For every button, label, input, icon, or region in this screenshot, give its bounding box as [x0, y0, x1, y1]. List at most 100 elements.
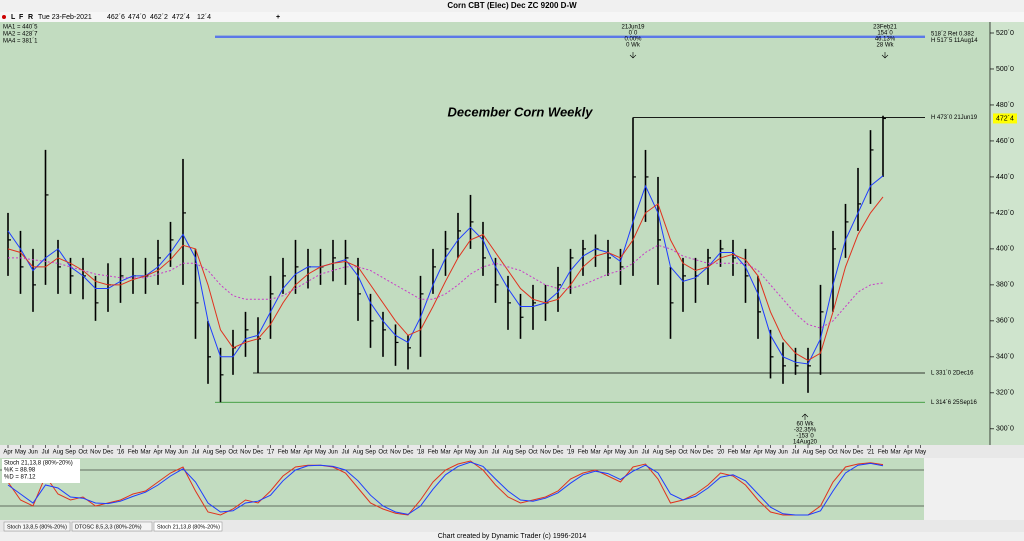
x-tick-label: Oct: [378, 450, 388, 456]
x-tick-label: May: [15, 450, 26, 456]
x-axis-strip: [0, 445, 1024, 458]
ma-line: [7, 175, 884, 365]
x-tick-label: Aug: [653, 450, 664, 456]
x-tick-label: Oct: [228, 450, 238, 456]
x-tick-label: Aug: [53, 450, 64, 456]
x-tick-label: '21: [867, 450, 875, 456]
note-text: -32.35%: [794, 428, 817, 434]
x-tick-label: Oct: [528, 450, 538, 456]
info-low: 462´2: [150, 14, 168, 21]
info-date: Tue 23-Feb-2021: [38, 14, 92, 21]
stoch-line: [7, 461, 884, 516]
last-price-tag: [993, 113, 1017, 124]
x-tick-label: Feb: [728, 450, 739, 456]
x-tick-label: Dec: [103, 450, 114, 456]
stoch-legend-title: Stoch 21,13,8 (80%-20%): [4, 461, 73, 467]
note-text: 0´0: [629, 31, 638, 37]
x-tick-label: Feb: [578, 450, 589, 456]
tab[interactable]: [71, 521, 153, 532]
footer: Chart created by Dynamic Trader (c) 1996…: [438, 533, 587, 540]
note-text: 23Feb21: [873, 25, 897, 31]
x-tick-label: Sep: [515, 450, 526, 456]
legend-entry: MA1 = 440´5: [3, 25, 38, 31]
y-tick-label: 360´0: [996, 318, 1014, 325]
tab-label[interactable]: DTOSC 8,5,3,3 (80%-20%): [75, 524, 142, 530]
x-tick-label: Oct: [78, 450, 88, 456]
toolbar-dot[interactable]: [2, 15, 6, 19]
x-tick-label: Oct: [828, 450, 838, 456]
note-text: -153´0: [796, 434, 814, 440]
toolbar-button[interactable]: L: [11, 14, 16, 21]
x-tick-label: Nov: [390, 450, 401, 456]
x-tick-label: Jun: [178, 450, 188, 456]
x-tick-label: Sep: [65, 450, 76, 456]
x-tick-label: Sep: [815, 450, 826, 456]
x-tick-label: Sep: [215, 450, 226, 456]
x-tick-label: Feb: [428, 450, 439, 456]
price-panel: [0, 22, 990, 445]
info-open: 462´6: [107, 14, 125, 21]
y-tick-label: 520´0: [996, 30, 1014, 37]
x-tick-label: Nov: [840, 450, 851, 456]
tab[interactable]: [3, 521, 71, 532]
x-tick-label: May: [165, 450, 176, 456]
x-tick-label: Mar: [140, 450, 150, 456]
note-text: 46.13%: [875, 37, 896, 43]
price-axis-strip: [990, 22, 1024, 445]
x-tick-label: Jul: [642, 450, 650, 456]
x-tick-label: Apr: [153, 450, 162, 456]
stoch-panel: [0, 458, 924, 520]
x-tick-label: Aug: [503, 450, 514, 456]
x-tick-label: Apr: [903, 450, 912, 456]
x-tick-label: '19: [567, 450, 575, 456]
x-tick-label: '17: [267, 450, 275, 456]
y-tick-label: 480´0: [996, 102, 1014, 109]
stoch-legend-entry: %D = 87.12: [4, 475, 36, 481]
y-tick-label: 380´0: [996, 282, 1014, 289]
x-tick-label: Jun: [478, 450, 488, 456]
x-tick-label: Jul: [492, 450, 500, 456]
x-tick-label: Feb: [278, 450, 289, 456]
note-text: 0 Wk: [626, 43, 641, 49]
x-tick-label: May: [915, 450, 926, 456]
info-close: 472´4: [172, 14, 190, 21]
toolbar-button[interactable]: R: [28, 14, 33, 21]
x-tick-label: '20: [717, 450, 725, 456]
tab-label[interactable]: Stoch 13,8,5 (80%-20%): [7, 524, 67, 530]
toolbar-button[interactable]: F: [19, 14, 24, 21]
x-tick-label: Jun: [328, 450, 338, 456]
x-tick-label: Apr: [3, 450, 12, 456]
x-tick-label: '16: [117, 450, 125, 456]
x-tick-label: Sep: [365, 450, 376, 456]
x-tick-label: '18: [417, 450, 425, 456]
note-text: 154´0: [877, 31, 893, 37]
tab-label[interactable]: Stoch 21,13,8 (80%-20%): [157, 524, 220, 530]
y-tick-label: 440´0: [996, 174, 1014, 181]
x-tick-label: Mar: [590, 450, 600, 456]
stoch-line: [7, 460, 884, 516]
note-text: 14Aug20: [793, 440, 818, 446]
x-tick-label: Jul: [792, 450, 800, 456]
x-tick-label: Jul: [342, 450, 350, 456]
x-tick-label: Aug: [803, 450, 814, 456]
info-high: 474´0: [128, 14, 146, 21]
x-tick-label: Apr: [303, 450, 312, 456]
y-tick-label: 400´0: [996, 246, 1014, 253]
y-tick-label: 500´0: [996, 66, 1014, 73]
x-tick-label: Dec: [853, 450, 864, 456]
x-tick-label: Aug: [203, 450, 214, 456]
x-tick-label: Dec: [403, 450, 414, 456]
x-tick-label: Nov: [540, 450, 551, 456]
toolbar-button[interactable]: +: [276, 14, 280, 21]
info-bar: [0, 12, 1024, 22]
tab-strip: [0, 520, 1024, 532]
x-tick-label: Oct: [678, 450, 688, 456]
level-label: L 314´6 25Sep16: [931, 400, 977, 406]
x-tick-label: Mar: [290, 450, 300, 456]
note-arrow: [801, 413, 809, 420]
tab[interactable]: [153, 521, 223, 532]
x-tick-label: Feb: [878, 450, 889, 456]
stoch-legend-box: [2, 459, 80, 483]
level-label: L 331´0 2Dec16: [931, 371, 974, 377]
